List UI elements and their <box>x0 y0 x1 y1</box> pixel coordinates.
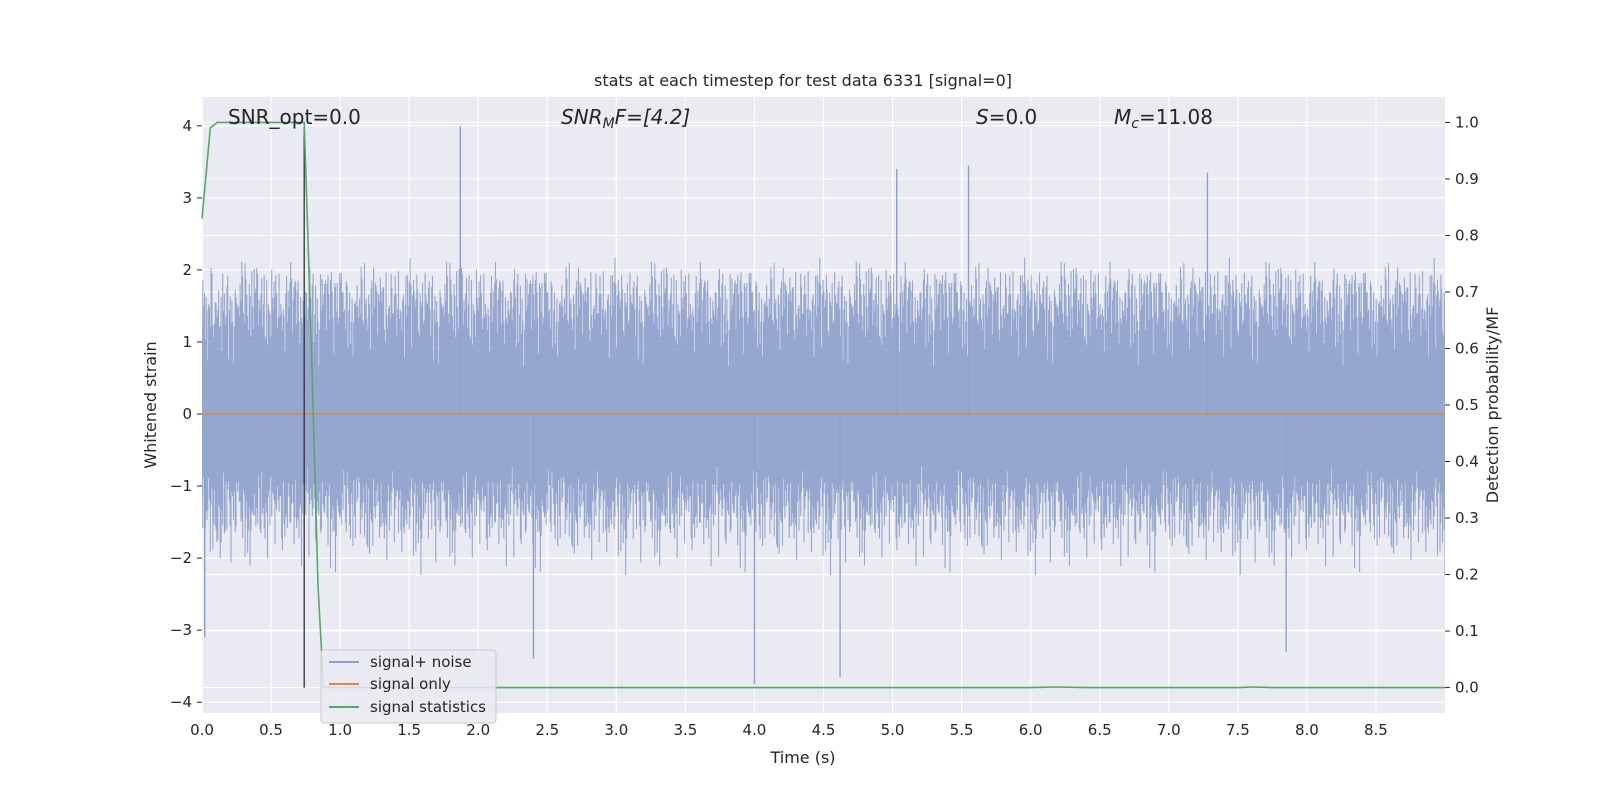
y-axis-ticks: 4 3 2 1 0 −1 −2 −3 −4 <box>170 117 202 711</box>
mc-var: M <box>1114 105 1131 129</box>
annotation-snr-opt: SNR_opt=0.0 <box>228 105 361 129</box>
y-axis-label: Whitened strain <box>141 341 160 468</box>
x-tick-label: 3.5 <box>673 721 697 739</box>
x-tick-label: 5.5 <box>950 721 974 739</box>
snr-mf-base: SNR <box>561 105 603 129</box>
x-axis-ticks: 0.0 0.5 1.0 1.5 2.0 2.5 3.0 3.5 4.0 4.5 5.0 5.5 6.0 6… <box>190 721 1388 739</box>
y-right-tick-label: 0.0 <box>1455 679 1479 697</box>
y-tick-label: 2 <box>182 261 192 279</box>
y-right-tick-label: 0.1 <box>1455 622 1479 640</box>
legend-label-signal-only: signal only <box>370 675 451 693</box>
y-tick-label: 4 <box>182 117 192 135</box>
legend: signal+ noise signal only signal statist… <box>320 649 497 724</box>
mc-val: =11.08 <box>1139 105 1213 129</box>
y-tick-label: −4 <box>170 693 192 711</box>
y-right-tick-label: 0.3 <box>1455 509 1479 527</box>
x-tick-label: 7.5 <box>1226 721 1250 739</box>
s-var: S <box>976 105 989 129</box>
legend-label-signal-noise: signal+ noise <box>370 653 472 671</box>
x-tick-label: 1.0 <box>328 721 352 739</box>
x-axis-label: Time (s) <box>769 748 835 767</box>
x-tick-label: 1.5 <box>397 721 421 739</box>
snr-mf-sub: M <box>603 116 615 132</box>
y-tick-label: 1 <box>182 333 192 351</box>
x-tick-label: 7.0 <box>1157 721 1181 739</box>
y-tick-label: 0 <box>182 405 192 423</box>
x-tick-label: 8.5 <box>1364 721 1388 739</box>
y-tick-label: 3 <box>182 189 192 207</box>
y-right-tick-label: 0.5 <box>1455 396 1479 414</box>
legend-label-signal-statistics: signal statistics <box>370 698 486 716</box>
snr-mf-tail-f: F=[4.2] <box>615 105 691 129</box>
x-tick-label: 5.0 <box>881 721 905 739</box>
mc-sub: c <box>1131 116 1139 132</box>
annotation-mc: Mc=11.08 <box>1114 105 1213 132</box>
x-tick-label: 8.0 <box>1295 721 1319 739</box>
x-tick-label: 2.5 <box>535 721 559 739</box>
x-tick-label: 0.0 <box>190 721 214 739</box>
y-right-tick-label: 0.8 <box>1455 226 1479 244</box>
y-axis-right-ticks: 1.0 0.9 0.8 0.7 0.6 0.5 0.4 0.3 0.2 0.1 0.0 <box>1445 113 1479 697</box>
series-signal-noise <box>202 125 1445 685</box>
x-tick-label: 3.0 <box>604 721 628 739</box>
y-right-tick-label: 0.4 <box>1455 453 1479 471</box>
x-tick-label: 4.5 <box>812 721 836 739</box>
annotation-s: S=0.0 <box>976 105 1037 129</box>
y-tick-label: −2 <box>170 549 192 567</box>
y-right-tick-label: 0.2 <box>1455 566 1479 584</box>
y-right-tick-label: 0.9 <box>1455 170 1479 188</box>
legend-box <box>320 649 497 724</box>
y-tick-label: −3 <box>170 621 192 639</box>
y-tick-label: −1 <box>170 477 192 495</box>
x-tick-label: 2.0 <box>466 721 490 739</box>
x-tick-label: 4.0 <box>743 721 767 739</box>
y-right-tick-label: 1.0 <box>1455 113 1479 131</box>
x-tick-label: 0.5 <box>259 721 283 739</box>
s-val: =0.0 <box>989 105 1038 129</box>
x-tick-label: 6.0 <box>1019 721 1043 739</box>
x-tick-label: 6.5 <box>1088 721 1112 739</box>
annotation-snr-mf: SNRMF=[4.2] <box>561 105 690 132</box>
y-axis-right-label: Detection probability/MF <box>1483 307 1502 504</box>
signal-noise-trace <box>202 257 1445 575</box>
y-right-tick-label: 0.6 <box>1455 339 1479 357</box>
chart-title: stats at each timestep for test data 633… <box>594 71 1012 90</box>
y-right-tick-label: 0.7 <box>1455 283 1479 301</box>
